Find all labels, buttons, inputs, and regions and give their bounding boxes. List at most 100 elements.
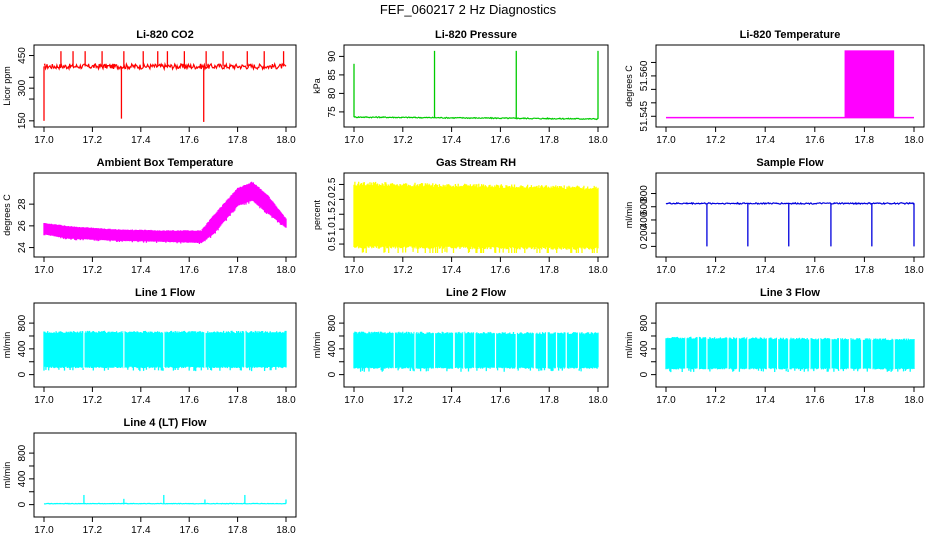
xtick-label-sampleflow-2: 17.4 bbox=[755, 265, 775, 276]
ylabel-line4: ml/min bbox=[2, 462, 12, 489]
xtick-label-temperature-3: 17.6 bbox=[805, 135, 825, 146]
xtick-label-rh-3: 17.6 bbox=[491, 265, 511, 276]
series-line4 bbox=[43, 502, 287, 505]
xtick-label-line2-3: 17.6 bbox=[491, 395, 511, 406]
ylabel-line2: ml/min bbox=[312, 332, 322, 359]
xtick-label-co2-1: 17.2 bbox=[83, 135, 103, 146]
ytick-label-boxtemp-2: 28 bbox=[17, 198, 28, 210]
panel-title-line2: Line 2 Flow bbox=[446, 287, 506, 299]
xtick-label-rh-2: 17.4 bbox=[442, 265, 462, 276]
xtick-label-sampleflow-4: 17.8 bbox=[855, 265, 875, 276]
ylabel-co2: Licor ppm bbox=[2, 66, 12, 106]
series-line3 bbox=[665, 336, 915, 373]
xtick-label-pressure-4: 17.8 bbox=[539, 135, 559, 146]
xtick-label-line2-5: 18.0 bbox=[588, 395, 608, 406]
xtick-label-sampleflow-3: 17.6 bbox=[805, 265, 825, 276]
xtick-label-boxtemp-3: 17.6 bbox=[179, 265, 199, 276]
ytick-label-line2-2: 800 bbox=[327, 314, 338, 331]
panel-title-co2: Li-820 CO2 bbox=[136, 29, 193, 41]
xtick-label-line4-3: 17.6 bbox=[179, 525, 199, 536]
ylabel-temperature: degrees C bbox=[624, 65, 634, 107]
block-temperature bbox=[844, 50, 895, 118]
ytick-label-line1-1: 400 bbox=[17, 340, 28, 357]
series-rh bbox=[353, 181, 599, 253]
xtick-label-co2-5: 18.0 bbox=[276, 135, 296, 146]
xtick-label-co2-0: 17.0 bbox=[34, 135, 54, 146]
ytick-label-sampleflow-3: 600 bbox=[639, 198, 650, 215]
ytick-label-co2-1: 300 bbox=[17, 79, 28, 96]
ytick-label-line1-0: 0 bbox=[17, 371, 28, 377]
xtick-label-line3-3: 17.6 bbox=[805, 395, 825, 406]
xtick-label-line2-0: 17.0 bbox=[344, 395, 364, 406]
xtick-label-sampleflow-0: 17.0 bbox=[656, 265, 676, 276]
ytick-label-pressure-3: 90 bbox=[327, 50, 338, 62]
ytick-label-sampleflow-1: 200 bbox=[639, 224, 650, 241]
series-line2 bbox=[353, 331, 599, 372]
series-sampleflow bbox=[665, 201, 915, 206]
ytick-label-sampleflow-0: 0 bbox=[639, 243, 650, 249]
figure-title: FEF_060217 2 Hz Diagnostics bbox=[379, 2, 557, 17]
panel-title-sampleflow: Sample Flow bbox=[756, 157, 824, 169]
ytick-label-temperature-1: 51.560 bbox=[639, 60, 650, 91]
plot-frame-temperature bbox=[655, 44, 925, 128]
ytick-label-line2-1: 400 bbox=[327, 340, 338, 357]
xtick-label-boxtemp-1: 17.2 bbox=[83, 265, 103, 276]
xtick-label-pressure-5: 18.0 bbox=[588, 135, 608, 146]
ytick-label-pressure-1: 80 bbox=[327, 87, 338, 99]
xtick-label-boxtemp-2: 17.4 bbox=[131, 265, 151, 276]
ytick-label-line3-1: 400 bbox=[639, 340, 650, 357]
xtick-label-line3-4: 17.8 bbox=[855, 395, 875, 406]
ytick-label-line2-0: 0 bbox=[327, 371, 338, 377]
xtick-label-line4-2: 17.4 bbox=[131, 525, 151, 536]
xtick-label-sampleflow-5: 18.0 bbox=[904, 265, 924, 276]
panel-title-line1: Line 1 Flow bbox=[135, 287, 195, 299]
xtick-label-line1-0: 17.0 bbox=[34, 395, 54, 406]
plot-frame-line1 bbox=[33, 302, 297, 388]
xtick-label-boxtemp-4: 17.8 bbox=[228, 265, 248, 276]
ylabel-line3: ml/min bbox=[624, 332, 634, 359]
xtick-label-co2-3: 17.6 bbox=[179, 135, 199, 146]
xtick-label-rh-1: 17.2 bbox=[393, 265, 413, 276]
series-pressure bbox=[353, 115, 599, 121]
ytick-label-line3-0: 0 bbox=[639, 371, 650, 377]
ytick-label-line4-2: 800 bbox=[17, 444, 28, 461]
plot-frame-rh bbox=[343, 172, 609, 258]
plot-frame-boxtemp bbox=[33, 172, 297, 258]
ytick-label-boxtemp-1: 26 bbox=[17, 220, 28, 232]
panel-title-rh: Gas Stream RH bbox=[436, 157, 516, 169]
ylabel-sampleflow: ml/min bbox=[624, 202, 634, 229]
xtick-label-line4-5: 18.0 bbox=[276, 525, 296, 536]
plot-frame-line2 bbox=[343, 302, 609, 388]
series-boxtemp bbox=[43, 181, 287, 244]
xtick-label-line3-5: 18.0 bbox=[904, 395, 924, 406]
ytick-label-line1-2: 800 bbox=[17, 314, 28, 331]
panel-title-line4: Line 4 (LT) Flow bbox=[124, 417, 207, 429]
panel-title-pressure: Li-820 Pressure bbox=[435, 29, 517, 41]
xtick-label-temperature-2: 17.4 bbox=[755, 135, 775, 146]
ytick-label-line4-1: 400 bbox=[17, 470, 28, 487]
xtick-label-temperature-1: 17.2 bbox=[706, 135, 726, 146]
ylabel-rh: percent bbox=[312, 199, 322, 230]
plot-frame-sampleflow bbox=[655, 172, 925, 258]
xtick-label-line4-4: 17.8 bbox=[228, 525, 248, 536]
ytick-label-temperature-0: 51.545 bbox=[639, 101, 650, 132]
plot-frame-co2 bbox=[33, 44, 297, 128]
ytick-label-rh-3: 2.0 bbox=[327, 192, 338, 206]
series-co2 bbox=[43, 61, 287, 72]
xtick-label-line1-2: 17.4 bbox=[131, 395, 151, 406]
xtick-label-line1-3: 17.6 bbox=[179, 395, 199, 406]
xtick-label-line4-0: 17.0 bbox=[34, 525, 54, 536]
xtick-label-line2-1: 17.2 bbox=[393, 395, 413, 406]
ylabel-line1: ml/min bbox=[2, 332, 12, 359]
plot-frame-pressure bbox=[343, 44, 609, 128]
xtick-label-boxtemp-5: 18.0 bbox=[276, 265, 296, 276]
series-line1 bbox=[43, 330, 287, 372]
xtick-label-co2-2: 17.4 bbox=[131, 135, 151, 146]
xtick-label-pressure-1: 17.2 bbox=[393, 135, 413, 146]
xtick-label-pressure-3: 17.6 bbox=[491, 135, 511, 146]
ytick-label-rh-1: 1.0 bbox=[327, 222, 338, 236]
ytick-label-rh-0: 0.5 bbox=[327, 237, 338, 251]
xtick-label-line2-4: 17.8 bbox=[539, 395, 559, 406]
xtick-label-line2-2: 17.4 bbox=[442, 395, 462, 406]
xtick-label-temperature-4: 17.8 bbox=[855, 135, 875, 146]
